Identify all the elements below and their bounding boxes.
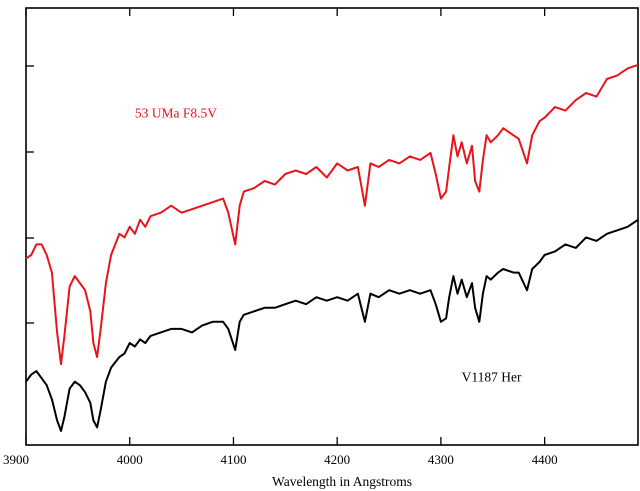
series-labels: 53 UMa F8.5V V1187 Her (135, 106, 522, 385)
x-tick-label: 4100 (220, 452, 246, 467)
x-axis-tick-labels: 3900 4000 4100 4200 4300 4400 (3, 452, 558, 467)
plot-area (25, 7, 639, 446)
series-label-53-uma: 53 UMa F8.5V (135, 106, 217, 121)
x-tick-label: 4200 (324, 452, 350, 467)
x-tick-label: 3900 (3, 452, 29, 467)
plot-frame (25, 7, 639, 446)
x-tick-label: 4000 (117, 452, 143, 467)
x-tick-label: 4400 (532, 452, 558, 467)
series-label-v1187-her: V1187 Her (462, 370, 522, 385)
x-axis-ticks (25, 8, 546, 445)
series-line-black (25, 218, 639, 432)
x-tick-label: 4300 (428, 452, 454, 467)
series-line-red (25, 63, 639, 366)
x-axis-title: Wavelength in Angstroms (272, 474, 412, 489)
